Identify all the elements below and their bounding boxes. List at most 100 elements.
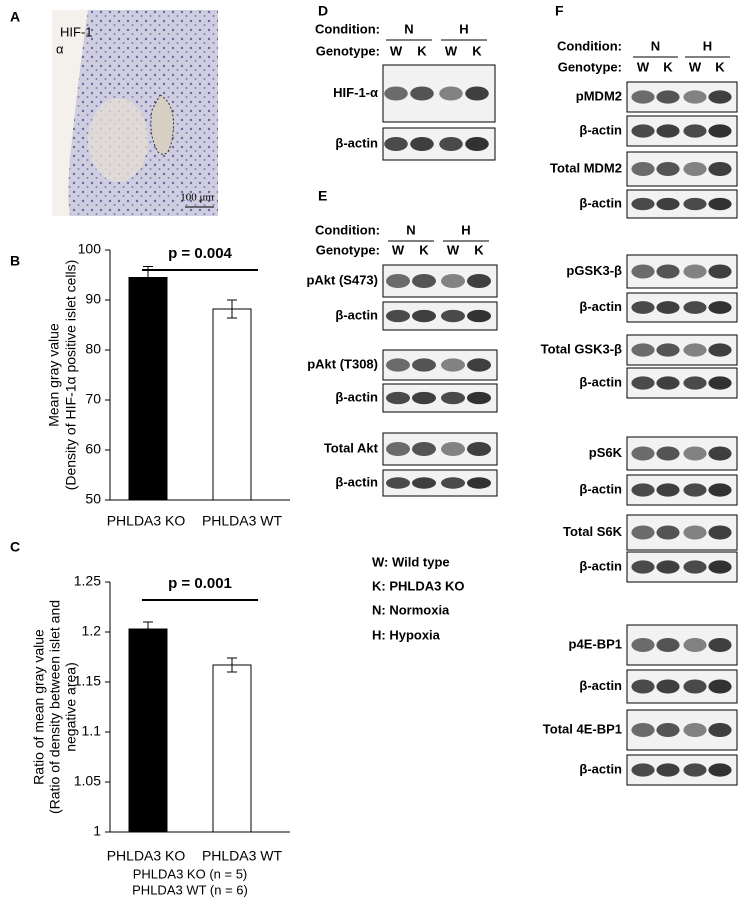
band bbox=[656, 301, 680, 314]
band bbox=[441, 391, 465, 405]
band bbox=[708, 90, 732, 104]
band bbox=[656, 483, 680, 497]
blot-label: Total MDM2 bbox=[550, 160, 622, 175]
genotype-label: Genotype: bbox=[558, 59, 622, 74]
band bbox=[631, 264, 655, 279]
y-tick-label: 100 bbox=[78, 241, 102, 257]
condition: H bbox=[461, 222, 470, 237]
band bbox=[441, 309, 465, 323]
band bbox=[631, 376, 655, 390]
genotype: W bbox=[390, 43, 403, 58]
band bbox=[441, 274, 465, 288]
error-bar bbox=[227, 657, 237, 673]
y-tick-label: 1.2 bbox=[82, 623, 102, 639]
band bbox=[386, 274, 410, 288]
band bbox=[708, 525, 732, 540]
blot-label: β-actin bbox=[335, 135, 378, 150]
panel-letter: D bbox=[318, 3, 328, 19]
band bbox=[386, 477, 410, 489]
band bbox=[708, 124, 732, 138]
band bbox=[656, 446, 680, 461]
sample-size: PHLDA3 WT (n = 6) bbox=[132, 882, 248, 897]
band bbox=[683, 264, 707, 279]
condition: N bbox=[404, 21, 413, 36]
band bbox=[656, 525, 680, 540]
y-axis-label: negative area) bbox=[63, 662, 79, 752]
band bbox=[441, 358, 465, 372]
band bbox=[412, 442, 436, 456]
band bbox=[467, 309, 491, 323]
band bbox=[467, 358, 491, 372]
band bbox=[708, 638, 732, 652]
band bbox=[631, 197, 655, 211]
band bbox=[631, 679, 655, 694]
band bbox=[631, 446, 655, 461]
error-bar bbox=[143, 621, 153, 637]
blot-label: β-actin bbox=[579, 678, 622, 693]
sample-size: PHLDA3 KO (n = 5) bbox=[133, 866, 248, 881]
y-tick-label: 1.15 bbox=[74, 673, 101, 689]
band bbox=[708, 763, 732, 777]
band bbox=[708, 343, 732, 357]
genotype: K bbox=[715, 59, 725, 74]
blot-label: pS6K bbox=[589, 445, 623, 460]
x-tick-label: PHLDA3 KO bbox=[107, 513, 186, 529]
band bbox=[386, 442, 410, 456]
blot-label: β-actin bbox=[579, 374, 622, 389]
band bbox=[467, 274, 491, 288]
band bbox=[683, 483, 707, 497]
band bbox=[631, 162, 655, 176]
abbreviation: N: Normoxia bbox=[372, 602, 450, 617]
panel-letter: F bbox=[555, 3, 564, 19]
band bbox=[631, 763, 655, 777]
band bbox=[384, 86, 408, 101]
band bbox=[465, 86, 489, 101]
panel-letter: A bbox=[10, 9, 20, 25]
genotype: K bbox=[419, 242, 429, 257]
genotype: W bbox=[447, 242, 460, 257]
band bbox=[412, 309, 436, 323]
band bbox=[708, 446, 732, 461]
abbreviation: H: Hypoxia bbox=[372, 627, 441, 642]
band bbox=[656, 343, 680, 357]
band bbox=[631, 560, 655, 574]
panel-letter: B bbox=[10, 253, 20, 269]
band bbox=[439, 137, 463, 151]
y-tick-label: 70 bbox=[85, 391, 101, 407]
p-value: p = 0.004 bbox=[168, 245, 232, 262]
blot-label: β-actin bbox=[579, 481, 622, 496]
x-tick-label: PHLDA3 WT bbox=[202, 848, 283, 864]
genotype: K bbox=[417, 43, 427, 58]
genotype: W bbox=[637, 59, 650, 74]
genotype: W bbox=[392, 242, 405, 257]
band bbox=[631, 124, 655, 138]
blot-label: Total GSK3-β bbox=[541, 341, 622, 356]
band bbox=[441, 477, 465, 489]
blot-label: p4E-BP1 bbox=[569, 636, 622, 651]
band bbox=[631, 483, 655, 497]
blot-label: β-actin bbox=[579, 195, 622, 210]
band bbox=[708, 679, 732, 694]
band bbox=[410, 137, 434, 151]
blot-label: pAkt (S473) bbox=[306, 272, 378, 287]
bar bbox=[128, 628, 168, 833]
band bbox=[708, 301, 732, 314]
blot-label: pAkt (T308) bbox=[307, 356, 378, 371]
band bbox=[656, 723, 680, 737]
stain-label: α bbox=[56, 41, 64, 56]
band bbox=[656, 560, 680, 574]
bar bbox=[212, 664, 252, 833]
band bbox=[441, 442, 465, 456]
y-axis-label: (Density of HIF-1α positive islet cells) bbox=[63, 260, 79, 491]
p-value: p = 0.001 bbox=[168, 575, 232, 592]
band bbox=[683, 124, 707, 138]
band bbox=[656, 124, 680, 138]
blot-label: β-actin bbox=[579, 761, 622, 776]
genotype: K bbox=[472, 43, 482, 58]
band bbox=[412, 477, 436, 489]
y-tick-label: 60 bbox=[85, 441, 101, 457]
band bbox=[683, 376, 707, 390]
band bbox=[683, 446, 707, 461]
blot-label: Total S6K bbox=[563, 524, 623, 539]
